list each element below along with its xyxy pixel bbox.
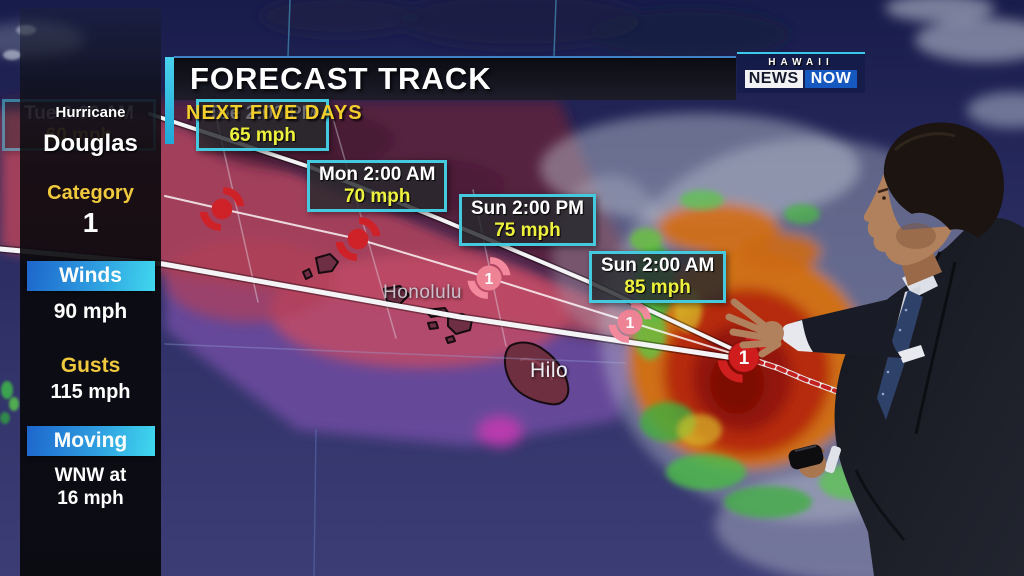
storm-info-panel: Hurricane Douglas Category 1 Winds 90 mp… xyxy=(20,8,161,576)
category-marker: 1 xyxy=(608,301,652,343)
forecast-wind: 65 mph xyxy=(229,125,296,146)
storm-green-fringe xyxy=(630,190,885,518)
category-value: 1 xyxy=(82,207,99,238)
forecast-label-tue-2pm: Tue 2:00 PM 65 mph xyxy=(196,99,330,151)
category-marker-number: 1 xyxy=(626,315,635,332)
category-label: Category xyxy=(47,182,134,204)
logo-news-text: NEWS xyxy=(744,70,803,88)
title-banner: FORECAST TRACK xyxy=(174,56,736,100)
winds-band: Winds xyxy=(26,261,155,291)
forecast-label-mon-2am: Mon 2:00 AM 70 mph xyxy=(307,160,448,212)
gusts-value: 115 mph xyxy=(50,381,131,403)
banner-accent-bar xyxy=(165,57,174,144)
moving-band: Moving xyxy=(26,426,155,456)
forecast-label-sun-2am: Sun 2:00 AM 85 mph xyxy=(589,251,727,303)
station-logo: HAWAII NEWS NOW xyxy=(737,52,865,93)
city-label-honolulu: Honolulu xyxy=(383,282,462,303)
winds-value: 90 mph xyxy=(53,300,128,323)
shirt-cuff xyxy=(781,320,813,352)
city-label-hilo: Hilo xyxy=(530,359,569,382)
logo-region-text: HAWAII xyxy=(768,57,834,68)
forecast-label-sun-2pm: Sun 2:00 PM 75 mph xyxy=(459,194,596,246)
logo-now-text: NOW xyxy=(804,70,858,88)
forecast-time: Mon 2:00 AM xyxy=(319,164,436,185)
category-marker-number: 1 xyxy=(739,348,750,369)
page-title: FORECAST TRACK xyxy=(190,61,492,96)
pointing-hand xyxy=(725,298,784,358)
presenter-face xyxy=(863,168,953,266)
sky-cloud-texture xyxy=(0,0,1024,128)
category-marker-number: 1 xyxy=(485,271,494,288)
banner-subtitle: NEXT FIVE DAYS xyxy=(186,102,363,124)
pocket-square xyxy=(898,345,925,363)
forecast-time: Sun 2:00 PM xyxy=(471,198,584,219)
presenter-hair xyxy=(883,122,1004,238)
forecast-wind: 70 mph xyxy=(343,186,411,207)
weather-presenter xyxy=(725,122,1024,576)
storm-name: Douglas xyxy=(43,130,138,157)
forecast-time: Sun 2:00 AM xyxy=(601,255,715,276)
storm-type-label: Hurricane xyxy=(55,104,126,121)
forecast-wind: 75 mph xyxy=(494,220,561,241)
forecast-time: Tue 2:00 PM xyxy=(208,103,318,124)
clicker-hand xyxy=(788,444,826,478)
gusts-label: Gusts xyxy=(60,354,121,377)
presenter-arm xyxy=(791,296,902,358)
forecast-wind: 85 mph xyxy=(624,277,691,298)
moving-value: WNW at 16 mph xyxy=(54,465,127,509)
hawaiian-islands xyxy=(302,253,570,406)
category-marker: 1 xyxy=(467,257,511,299)
